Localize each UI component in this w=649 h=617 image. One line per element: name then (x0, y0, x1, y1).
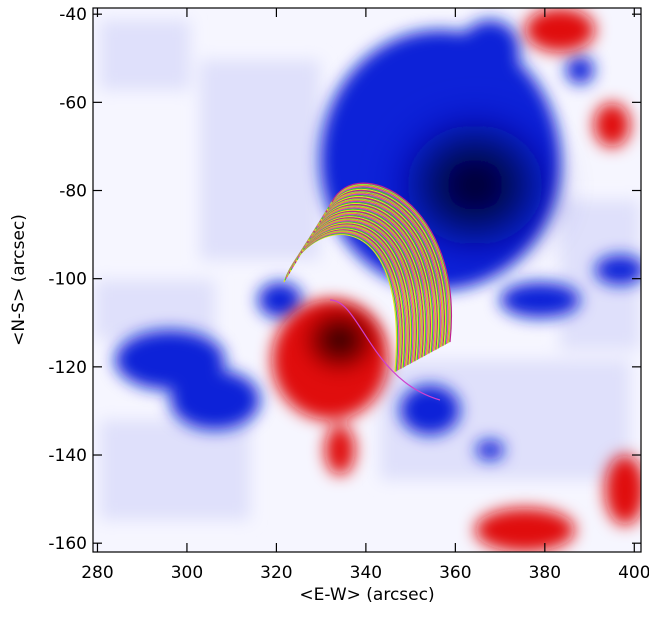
x-tick-label: 360 (439, 563, 471, 583)
plot-frame (92, 7, 642, 553)
y-tick-label: -140 (48, 446, 87, 466)
field-line (322, 193, 442, 348)
field-line (305, 211, 423, 359)
field-line (304, 212, 422, 359)
y-tick-label: -100 (48, 270, 87, 290)
x-tick-label: 400 (618, 563, 649, 583)
y-tick-label: -60 (59, 93, 87, 113)
x-tick-label: 280 (81, 563, 113, 583)
field-line (306, 210, 424, 358)
field-line (298, 219, 415, 363)
magnetogram (93, 8, 641, 552)
field-line (313, 204, 431, 354)
y-axis-label: <N-S> (arcsec) (9, 214, 29, 346)
field-line (315, 201, 434, 353)
field-line (317, 199, 436, 351)
field-line (321, 194, 441, 349)
field-line (318, 198, 437, 351)
field-line (296, 221, 413, 364)
field-line (312, 205, 430, 355)
x-axis-label: <E-W> (arcsec) (299, 585, 434, 605)
field-line (314, 202, 433, 353)
field-line (316, 200, 435, 352)
x-tick-label: 380 (529, 563, 561, 583)
field-line (329, 185, 450, 344)
x-tick-label: 300 (171, 563, 203, 583)
field-line (302, 215, 420, 360)
field-line (331, 182, 452, 343)
field-line (319, 197, 438, 350)
field-line (329, 299, 441, 401)
field-line (299, 218, 416, 362)
field-line (328, 186, 449, 344)
field-lines (283, 182, 452, 401)
y-tick-label: -40 (59, 5, 87, 25)
field-line (311, 206, 429, 355)
field-line (320, 195, 440, 350)
field-line (301, 216, 419, 361)
field-line (308, 208, 427, 357)
field-line (325, 189, 445, 346)
field-line (330, 183, 451, 343)
x-tick-label: 320 (260, 563, 292, 583)
field-line (303, 213, 421, 360)
field-line (326, 188, 447, 346)
y-tick-label: -120 (48, 358, 87, 378)
field-line (295, 222, 412, 365)
x-tick-label: 340 (350, 563, 382, 583)
field-line (297, 220, 414, 364)
field-line (307, 209, 426, 357)
y-tick-label: -80 (59, 182, 87, 202)
field-line (310, 207, 428, 356)
field-line (300, 217, 417, 362)
field-line (324, 191, 444, 347)
field-line (323, 192, 443, 348)
field-line (327, 187, 448, 345)
y-tick-label: -160 (48, 534, 87, 554)
